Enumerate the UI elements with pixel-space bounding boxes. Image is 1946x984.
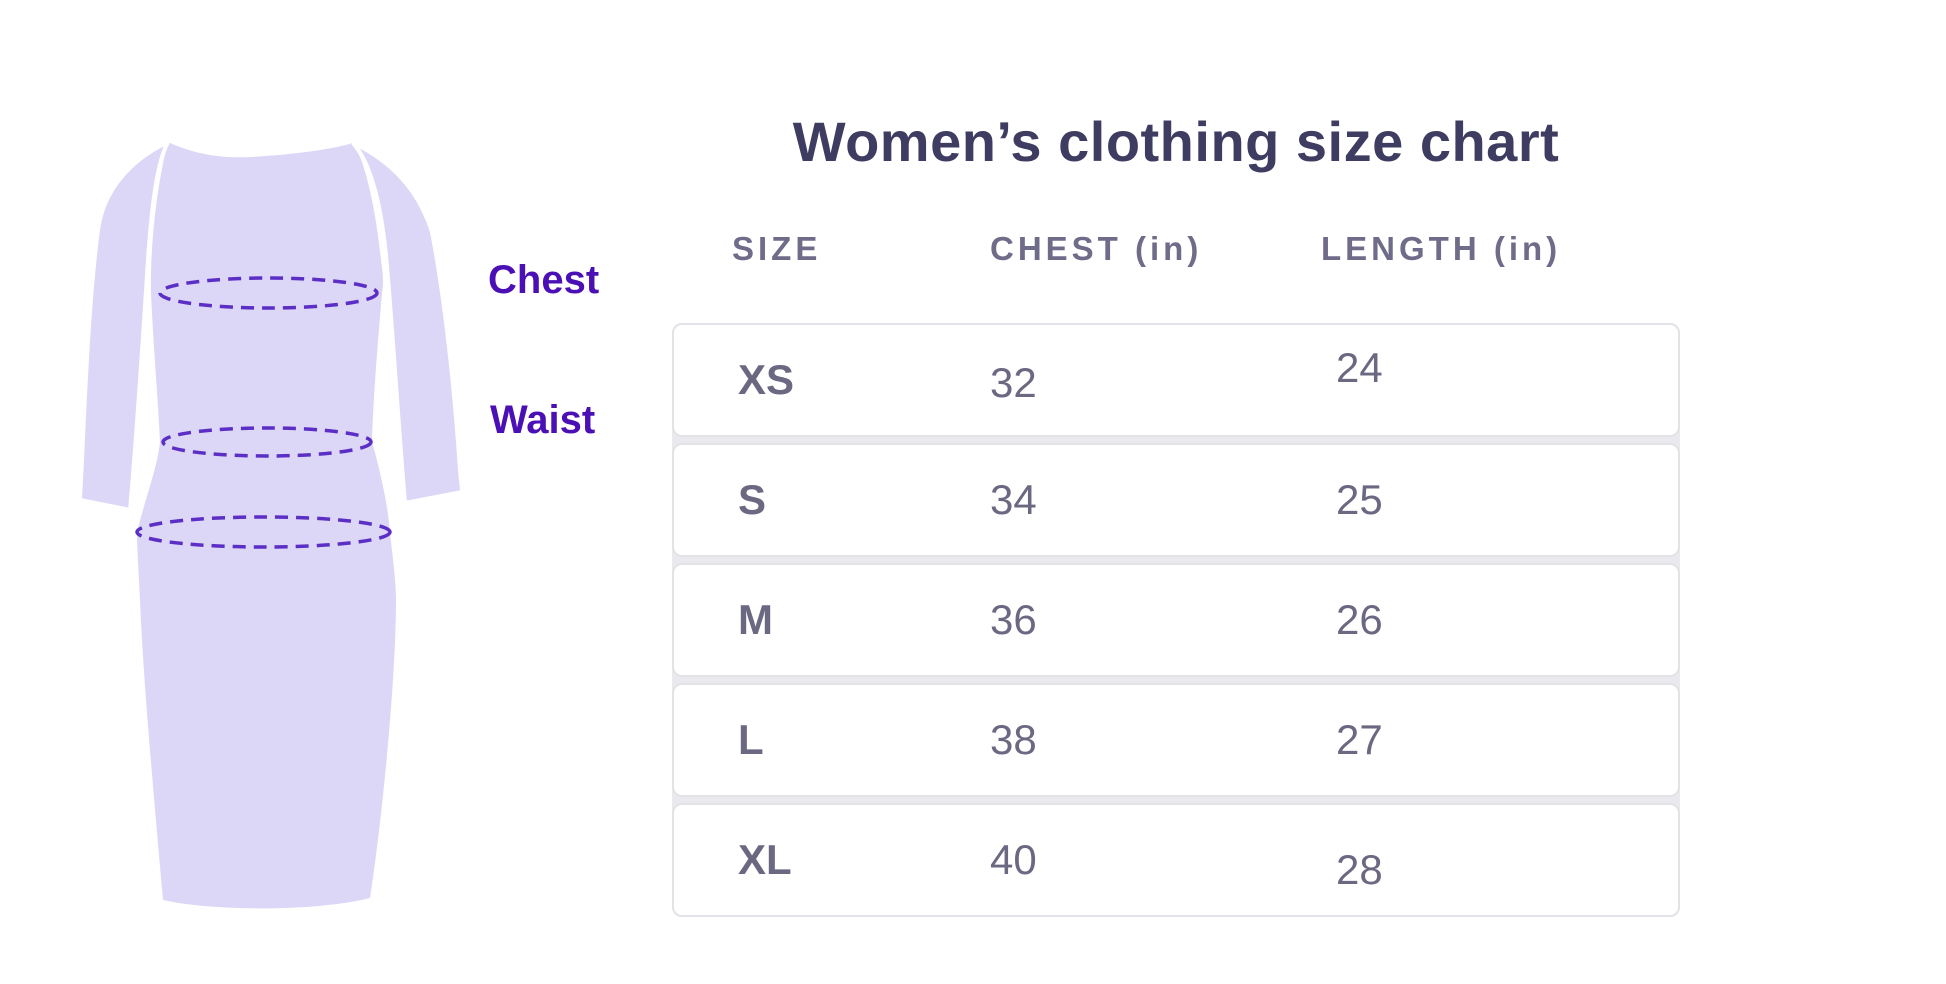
cell-chest: 38 [990, 716, 1037, 763]
chest-label: Chest [488, 258, 600, 302]
dress-right-sleeve [351, 141, 465, 506]
table-header-row: SIZE CHEST (in) LENGTH (in) [672, 232, 1680, 272]
header-length: LENGTH (in) [1321, 230, 1562, 267]
cell-chest: 40 [990, 836, 1037, 883]
table-row-xs: XS 32 24 [672, 323, 1680, 437]
cell-size: S [738, 476, 767, 523]
table-row-m: M 36 26 [672, 563, 1680, 677]
chest-measure-line [158, 276, 379, 310]
waist-label: Waist [490, 398, 596, 442]
table-row-l: L 38 27 [672, 683, 1680, 797]
table-row-xl: XL 40 28 [672, 803, 1680, 917]
cell-length: 27 [1336, 716, 1383, 763]
cell-size: L [738, 716, 764, 763]
cell-chest: 34 [990, 476, 1037, 523]
page-title: Women’s clothing size chart [792, 110, 1560, 173]
cell-length: 26 [1336, 596, 1383, 643]
waist-measure-line [161, 426, 373, 458]
dress-body [137, 142, 396, 909]
cell-length: 28 [1336, 846, 1383, 893]
header-chest: CHEST (in) [990, 230, 1203, 267]
cell-size: XS [738, 356, 795, 403]
cell-size: M [738, 596, 773, 643]
cell-chest: 36 [990, 596, 1037, 643]
table-row-s: S 34 25 [672, 443, 1680, 557]
dress-illustration [77, 137, 465, 909]
dress-left-sleeve [77, 137, 173, 513]
cell-length: 24 [1336, 344, 1383, 391]
cell-size: XL [738, 836, 792, 883]
cell-length: 25 [1336, 476, 1383, 523]
header-size: SIZE [732, 230, 822, 267]
hip-measure-line [135, 515, 392, 549]
size-table: XS 32 24 S 34 25 M 36 26 L 38 27 XL 40 2… [672, 323, 1680, 917]
cell-chest: 32 [990, 359, 1037, 406]
